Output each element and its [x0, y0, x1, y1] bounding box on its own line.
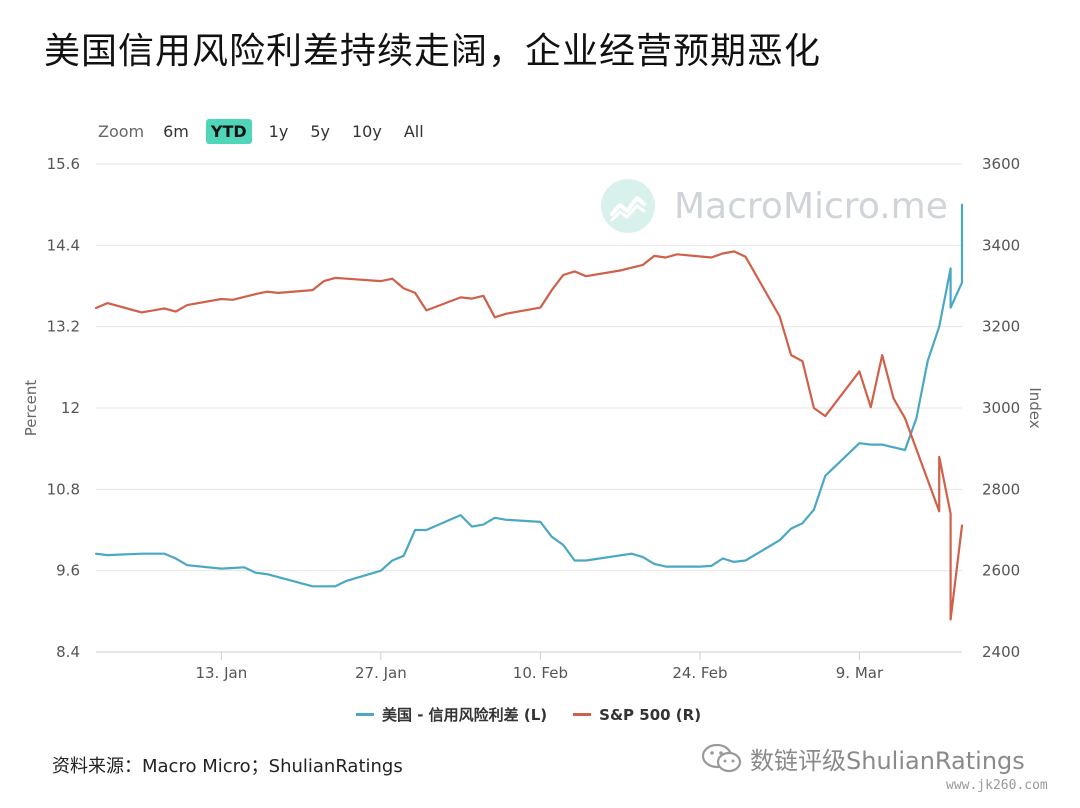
zoom-bar: Zoom 6m YTD 1y 5y 10y All	[98, 116, 441, 146]
y-left-tick-label: 13.2	[47, 318, 80, 336]
y-right-tick-label: 2800	[982, 480, 1020, 498]
y-right-tick-label: 3400	[982, 236, 1020, 254]
zoom-label: Zoom	[98, 121, 145, 141]
zoom-6m-button[interactable]: 6m	[163, 121, 189, 141]
watermark-text: MacroMicro.me	[674, 185, 948, 227]
macromicro-logo-icon	[601, 179, 655, 233]
x-tick-label: 10. Feb	[513, 664, 568, 682]
legend-item-spread[interactable]: 美国 - 信用风险利差 (L)	[356, 704, 547, 725]
zoom-1y-button[interactable]: 1y	[268, 121, 289, 141]
legend-item-sp500[interactable]: S&P 500 (R)	[573, 706, 701, 724]
wechat-icon	[701, 743, 742, 773]
y-left-tick-label: 8.4	[56, 643, 80, 661]
legend-label-sp500: S&P 500 (R)	[599, 705, 702, 724]
footer-brand: 数链评级ShulianRatings	[700, 742, 1025, 775]
y-left-tick-label: 15.6	[47, 155, 80, 173]
chart-legend: 美国 - 信用风险利差 (L) S&P 500 (R)	[356, 704, 727, 725]
legend-swatch-spread	[356, 713, 374, 716]
series-line-spread	[94, 203, 964, 588]
y-right-tick-label: 3600	[982, 155, 1020, 173]
y-right-tick-label: 2400	[982, 643, 1020, 661]
y-left-tick-label: 14.4	[47, 236, 80, 254]
y-left-tick-label: 10.8	[47, 480, 80, 498]
series-line-sp500	[94, 250, 964, 621]
zoom-all-button[interactable]: All	[403, 121, 424, 141]
x-tick-label: 13. Jan	[195, 664, 247, 682]
y-right-tick-label: 3200	[982, 318, 1020, 336]
y-left-tick-label: 9.6	[56, 562, 80, 580]
zoom-10y-button[interactable]: 10y	[351, 121, 382, 141]
source-note: 资料来源：Macro Micro；ShulianRatings	[52, 756, 403, 777]
footer-url: www.jk260.com	[946, 778, 1048, 793]
legend-label-spread: 美国 - 信用风险利差 (L)	[382, 706, 548, 724]
x-tick-label: 9. Mar	[836, 664, 884, 682]
footer-brand-text: 数链评级ShulianRatings	[750, 746, 1025, 775]
legend-swatch-sp500	[573, 713, 592, 716]
zoom-ytd-button[interactable]: YTD	[205, 118, 252, 144]
zoom-5y-button[interactable]: 5y	[310, 121, 330, 141]
watermark: MacroMicro.me	[600, 178, 948, 234]
y-right-tick-label: 3000	[982, 399, 1020, 417]
y-right-tick-label: 2600	[982, 562, 1020, 580]
x-tick-label: 27. Jan	[355, 664, 407, 682]
y-left-axis-title: Percent	[22, 380, 40, 437]
page-title: 美国信用风险利差持续走阔，企业经营预期恶化	[44, 31, 822, 72]
x-tick-label: 24. Feb	[672, 664, 727, 682]
line-chart: 8.4 9.6 10.8 12 13.2 14.4 15.6 2400 2600 2800 3000…	[22, 155, 1044, 682]
y-left-tick-label: 12	[61, 399, 80, 417]
y-right-axis-title: Index	[1026, 387, 1044, 428]
